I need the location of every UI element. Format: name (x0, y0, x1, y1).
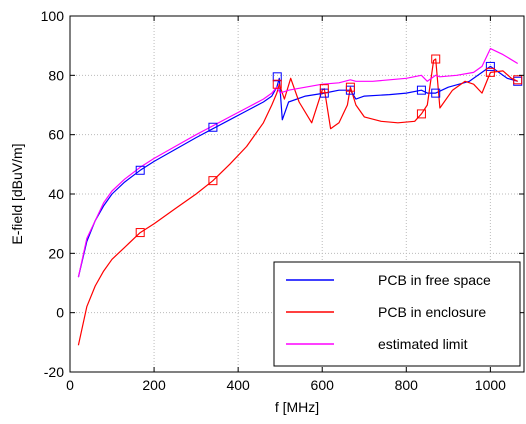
marker-pcb-in-enclosure (513, 75, 523, 85)
x-tick-label: 400 (226, 377, 250, 393)
legend-label-pcb-in-enclosure: PCB in enclosure (378, 304, 486, 320)
marker-pcb-in-enclosure (135, 228, 145, 238)
x-tick-label: 0 (66, 377, 74, 393)
marker-pcb-in-free-space (272, 72, 282, 82)
x-tick-label: 1000 (475, 377, 506, 393)
marker-pcb-in-enclosure (319, 84, 329, 94)
marker-pcb-in-free-space (485, 61, 495, 71)
x-tick-label: 800 (395, 377, 419, 393)
y-tick-label: 40 (48, 186, 64, 202)
y-tick-label: 60 (48, 127, 64, 143)
series-line-estimated-limit (77, 47, 519, 278)
x-tick-label: 600 (311, 377, 335, 393)
x-tick-label: 200 (142, 377, 166, 393)
x-axis-label: f [MHz] (275, 399, 319, 415)
y-tick-label: 20 (48, 245, 64, 261)
marker-pcb-in-enclosure (345, 82, 355, 92)
legend-label-estimated-limit: estimated limit (378, 336, 468, 352)
marker-pcb-in-enclosure (208, 176, 218, 186)
marker-pcb-in-enclosure (416, 109, 426, 119)
marker-pcb-in-enclosure (485, 67, 495, 77)
y-tick-label: 100 (41, 8, 65, 24)
y-tick-label: 0 (56, 305, 64, 321)
y-tick-label: 80 (48, 67, 64, 83)
marker-pcb-in-free-space (135, 165, 145, 175)
marker-pcb-in-enclosure (272, 79, 282, 89)
legend-label-pcb-in-free-space: PCB in free space (378, 272, 491, 288)
legend: PCB in free space PCB in enclosure estimat… (273, 261, 521, 367)
marker-pcb-in-free-space (431, 88, 441, 98)
series-layer (77, 47, 523, 346)
marker-pcb-in-enclosure (431, 54, 441, 64)
series-line-pcb-in-free-space (77, 65, 518, 278)
marker-pcb-in-free-space (208, 122, 218, 132)
y-axis-label: E-field [dBuV/m] (9, 143, 25, 244)
marker-pcb-in-free-space (416, 85, 426, 95)
y-tick-label: -20 (44, 364, 64, 380)
